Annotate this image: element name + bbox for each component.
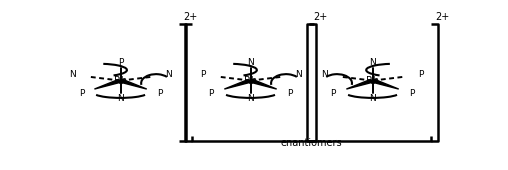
Text: 2+: 2+	[313, 12, 328, 22]
Text: P: P	[79, 89, 84, 98]
Text: N: N	[369, 58, 376, 67]
Polygon shape	[225, 80, 253, 89]
Text: N: N	[247, 94, 254, 103]
Text: Rh: Rh	[366, 76, 379, 86]
Text: N: N	[247, 58, 254, 67]
Text: P: P	[209, 89, 214, 98]
Text: P: P	[287, 89, 293, 98]
Text: N: N	[69, 70, 76, 79]
Text: N: N	[369, 94, 376, 103]
Text: N: N	[295, 70, 302, 79]
Text: P: P	[409, 89, 415, 98]
Text: P: P	[418, 70, 423, 79]
Text: Rh: Rh	[244, 76, 257, 86]
Text: N: N	[321, 70, 328, 79]
Text: N: N	[165, 70, 172, 79]
Text: Rh: Rh	[114, 76, 127, 86]
Polygon shape	[94, 80, 123, 89]
Text: P: P	[200, 70, 205, 79]
Text: P: P	[331, 89, 336, 98]
Polygon shape	[118, 80, 147, 89]
Polygon shape	[370, 80, 399, 89]
Text: N: N	[117, 94, 124, 103]
Text: enantiomers: enantiomers	[281, 138, 342, 148]
Polygon shape	[248, 80, 277, 89]
Polygon shape	[346, 80, 375, 89]
Text: P: P	[118, 58, 123, 67]
Text: 2+: 2+	[183, 12, 198, 22]
Text: 2+: 2+	[435, 12, 450, 22]
Text: P: P	[157, 89, 163, 98]
